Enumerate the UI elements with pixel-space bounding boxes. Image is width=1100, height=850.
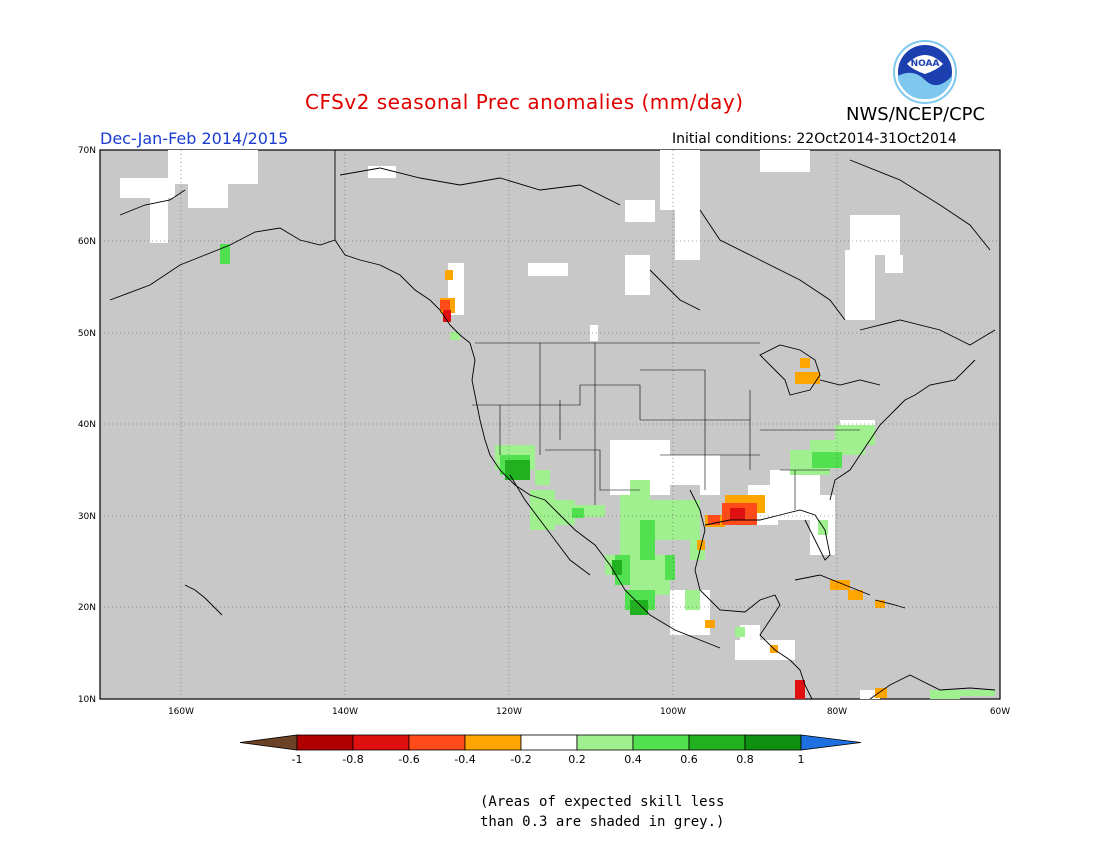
colorbar: -1 -0.8 -0.6 -0.4 -0.2 0.2 0.4 0.6 0.8 1 bbox=[239, 734, 862, 766]
colorbar-tick-label: 0.6 bbox=[680, 753, 698, 766]
colorbar-segment bbox=[520, 734, 578, 751]
colorbar-tick-label: 0.2 bbox=[568, 753, 586, 766]
lat-label-50n: 50N bbox=[78, 329, 96, 339]
lat-label-10n: 10N bbox=[78, 695, 96, 705]
lat-label-40n: 40N bbox=[78, 420, 96, 430]
colorbar-tick-label: 0.8 bbox=[736, 753, 754, 766]
agency-label: NWS/NCEP/CPC bbox=[846, 104, 986, 125]
footnote-line-2: than 0.3 are shaded in grey.) bbox=[480, 814, 725, 830]
colorbar-tick-label: -0.4 bbox=[454, 753, 475, 766]
colorbar-segment bbox=[352, 734, 410, 751]
state-borders bbox=[472, 342, 860, 510]
lat-label-70n: 70N bbox=[78, 146, 96, 156]
lat-label-20n: 20N bbox=[78, 603, 96, 613]
lon-label-60w: 60W bbox=[990, 707, 1010, 717]
colorbar-arrow-high bbox=[800, 734, 862, 751]
lon-label-100w: 100W bbox=[660, 707, 686, 717]
initial-conditions-label: Initial conditions: 22Oct2014-31Oct2014 bbox=[672, 131, 957, 147]
colorbar-tick-label: -0.2 bbox=[510, 753, 531, 766]
colorbar-segment bbox=[296, 734, 354, 751]
colorbar-tick-label: -0.6 bbox=[398, 753, 419, 766]
dark-green-anomaly-regions bbox=[505, 460, 648, 615]
red-anomaly-regions bbox=[443, 310, 805, 699]
svg-text:NOAA: NOAA bbox=[911, 59, 940, 69]
colorbar-arrow-low bbox=[239, 734, 298, 751]
latitude-labels: 70N 60N 50N 40N 30N 20N 10N bbox=[78, 146, 96, 705]
lon-label-80w: 80W bbox=[827, 707, 847, 717]
period-label: Dec-Jan-Feb 2014/2015 bbox=[100, 129, 289, 148]
colorbar-segment bbox=[576, 734, 634, 751]
colorbar-tick-label: 0.4 bbox=[624, 753, 642, 766]
footnote: (Areas of expected skill less than 0.3 a… bbox=[480, 792, 724, 832]
colorbar-segment bbox=[632, 734, 690, 751]
longitude-labels: 160W 140W 120W 100W 80W 60W bbox=[168, 707, 1010, 717]
coastlines bbox=[109, 150, 996, 700]
lon-label-140w: 140W bbox=[332, 707, 358, 717]
colorbar-segment bbox=[408, 734, 466, 751]
noaa-logo-icon: NOAA bbox=[893, 40, 957, 104]
lat-label-30n: 30N bbox=[78, 512, 96, 522]
colorbar-tick-label: -0.8 bbox=[342, 753, 363, 766]
map-title: CFSv2 seasonal Prec anomalies (mm/day) bbox=[305, 90, 744, 114]
lon-label-120w: 120W bbox=[496, 707, 522, 717]
colorbar-tick-label: -1 bbox=[292, 753, 303, 766]
white-anomaly-regions bbox=[120, 150, 903, 699]
colorbar-tick-label: 1 bbox=[798, 753, 805, 766]
colorbar-segment bbox=[744, 734, 802, 751]
footnote-line-1: (Areas of expected skill less bbox=[480, 794, 725, 810]
lon-label-160w: 160W bbox=[168, 707, 194, 717]
colorbar-segment bbox=[688, 734, 746, 751]
lat-label-60n: 60N bbox=[78, 237, 96, 247]
colorbar-segment bbox=[464, 734, 522, 751]
